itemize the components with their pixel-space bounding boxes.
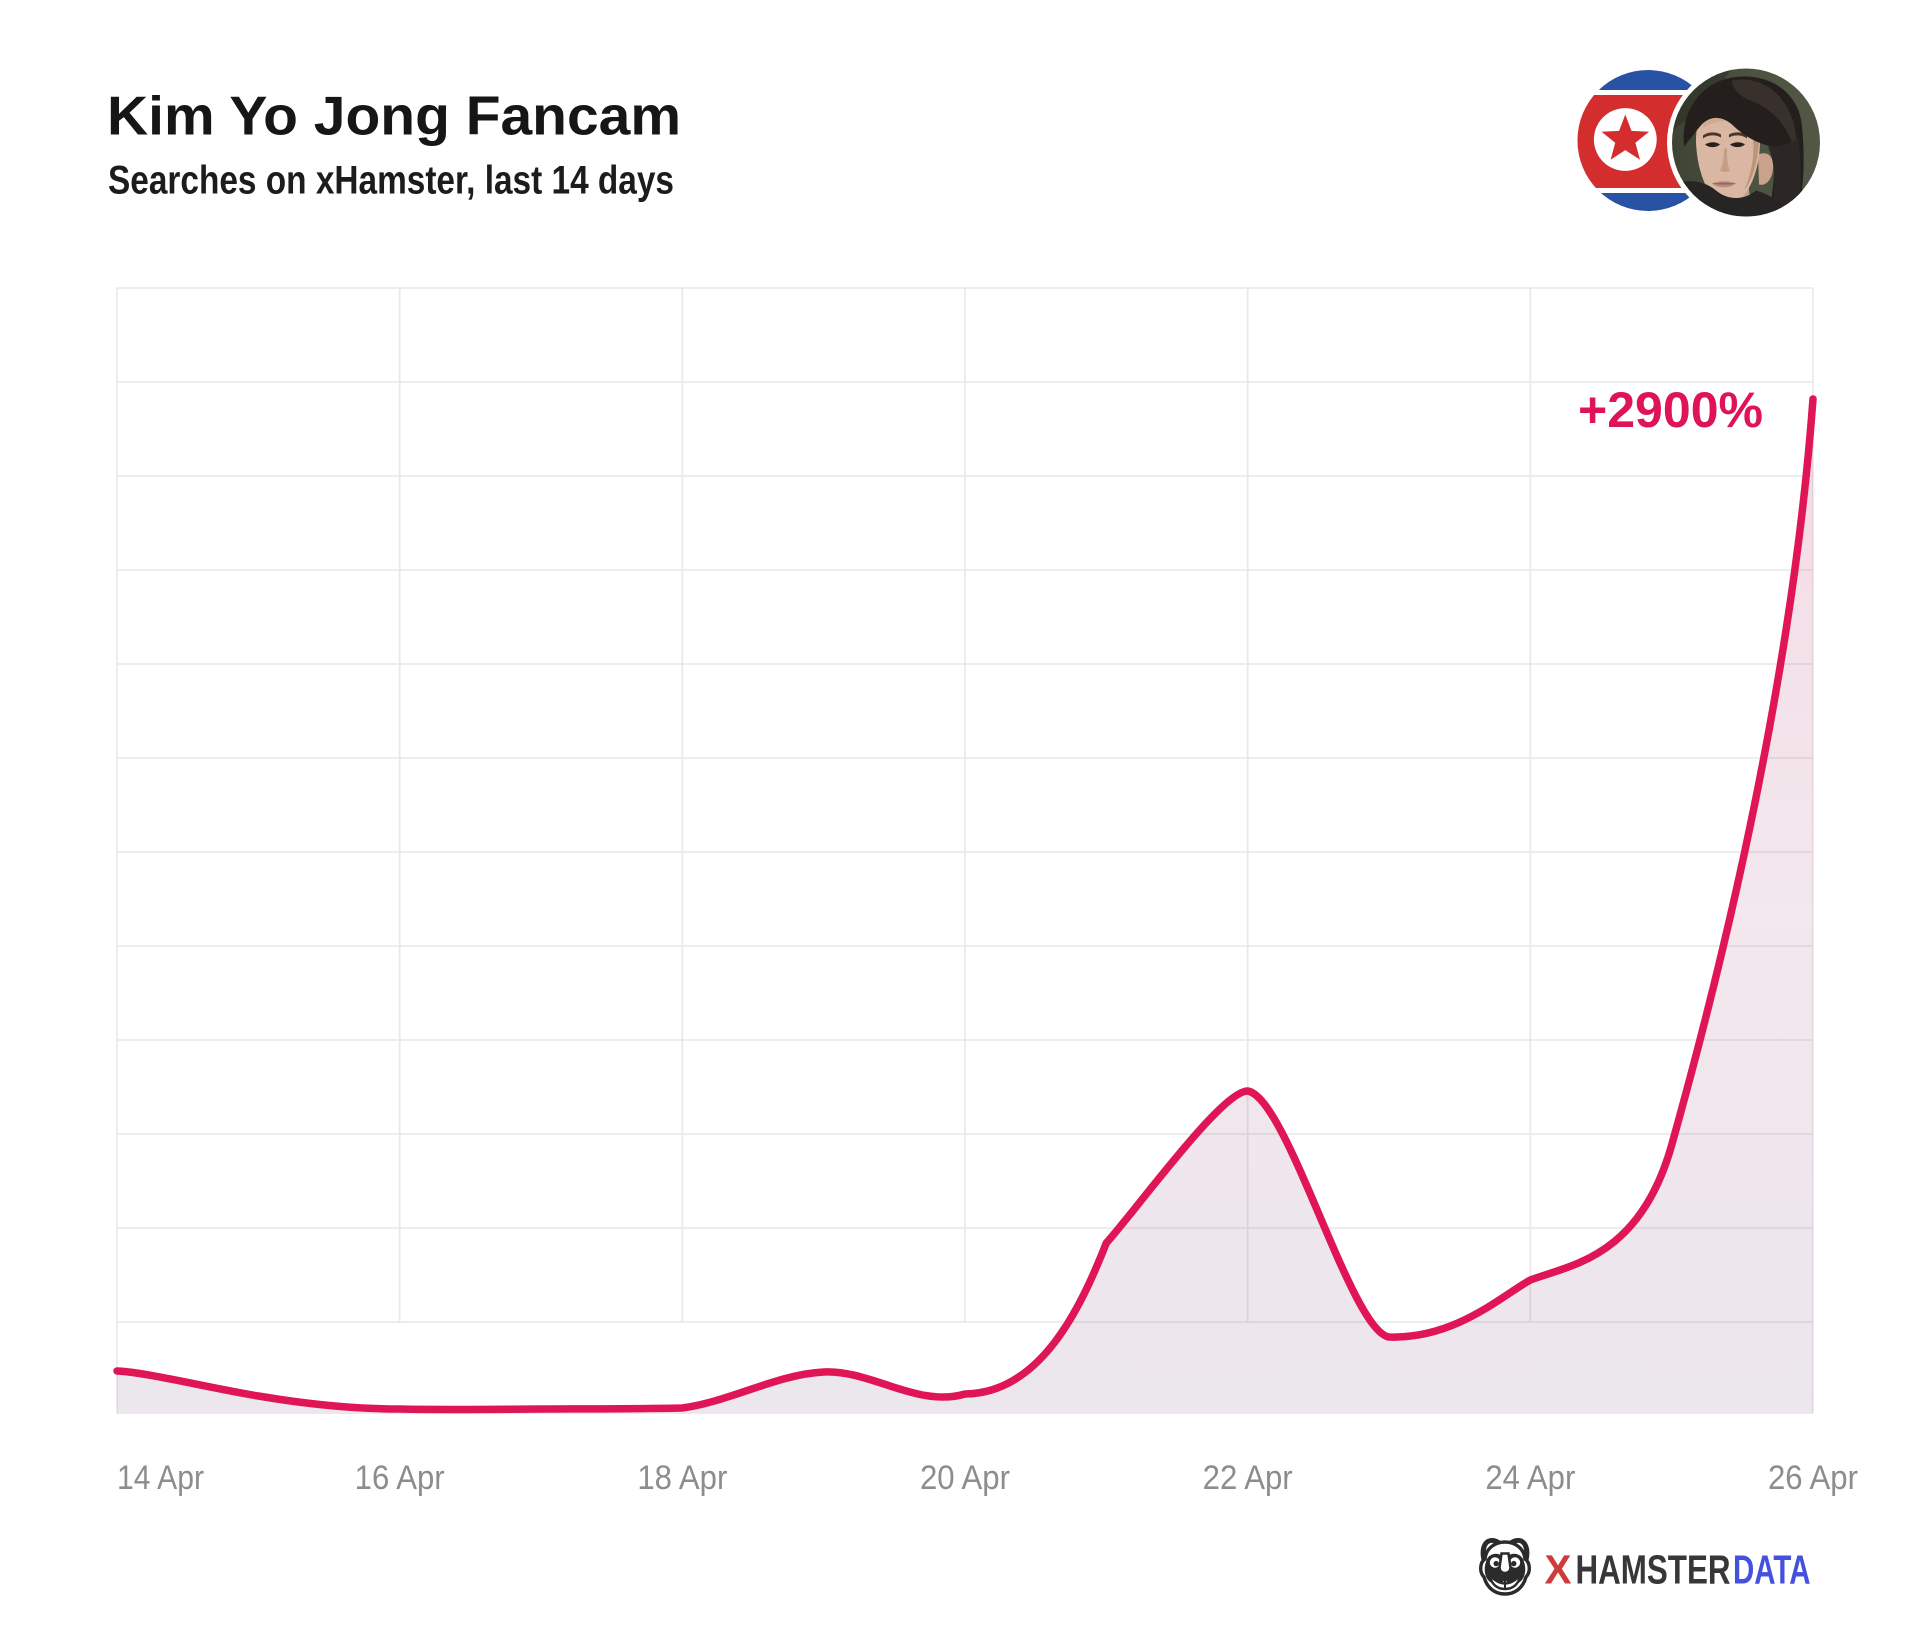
svg-text:Searches on xHamster, last 14: Searches on xHamster, last 14 days: [108, 159, 674, 203]
svg-text:HAMSTER: HAMSTER: [1576, 1547, 1731, 1593]
svg-text:DATA: DATA: [1733, 1547, 1811, 1593]
svg-text:14 Apr: 14 Apr: [117, 1459, 204, 1497]
svg-text:22 Apr: 22 Apr: [1203, 1459, 1293, 1497]
svg-text:24 Apr: 24 Apr: [1485, 1459, 1575, 1497]
svg-text:18 Apr: 18 Apr: [637, 1459, 727, 1497]
svg-text:Kim Yo Jong Fancam: Kim Yo Jong Fancam: [107, 86, 681, 147]
svg-text:16 Apr: 16 Apr: [355, 1459, 445, 1497]
svg-text:+2900%: +2900%: [1578, 382, 1763, 438]
svg-text:X: X: [1545, 1547, 1572, 1593]
svg-text:20 Apr: 20 Apr: [920, 1459, 1010, 1497]
svg-text:26 Apr: 26 Apr: [1768, 1459, 1858, 1497]
